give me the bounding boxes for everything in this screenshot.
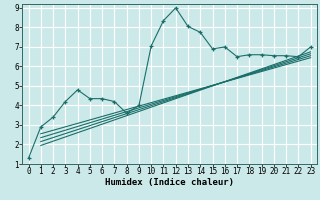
X-axis label: Humidex (Indice chaleur): Humidex (Indice chaleur) [105,178,234,187]
